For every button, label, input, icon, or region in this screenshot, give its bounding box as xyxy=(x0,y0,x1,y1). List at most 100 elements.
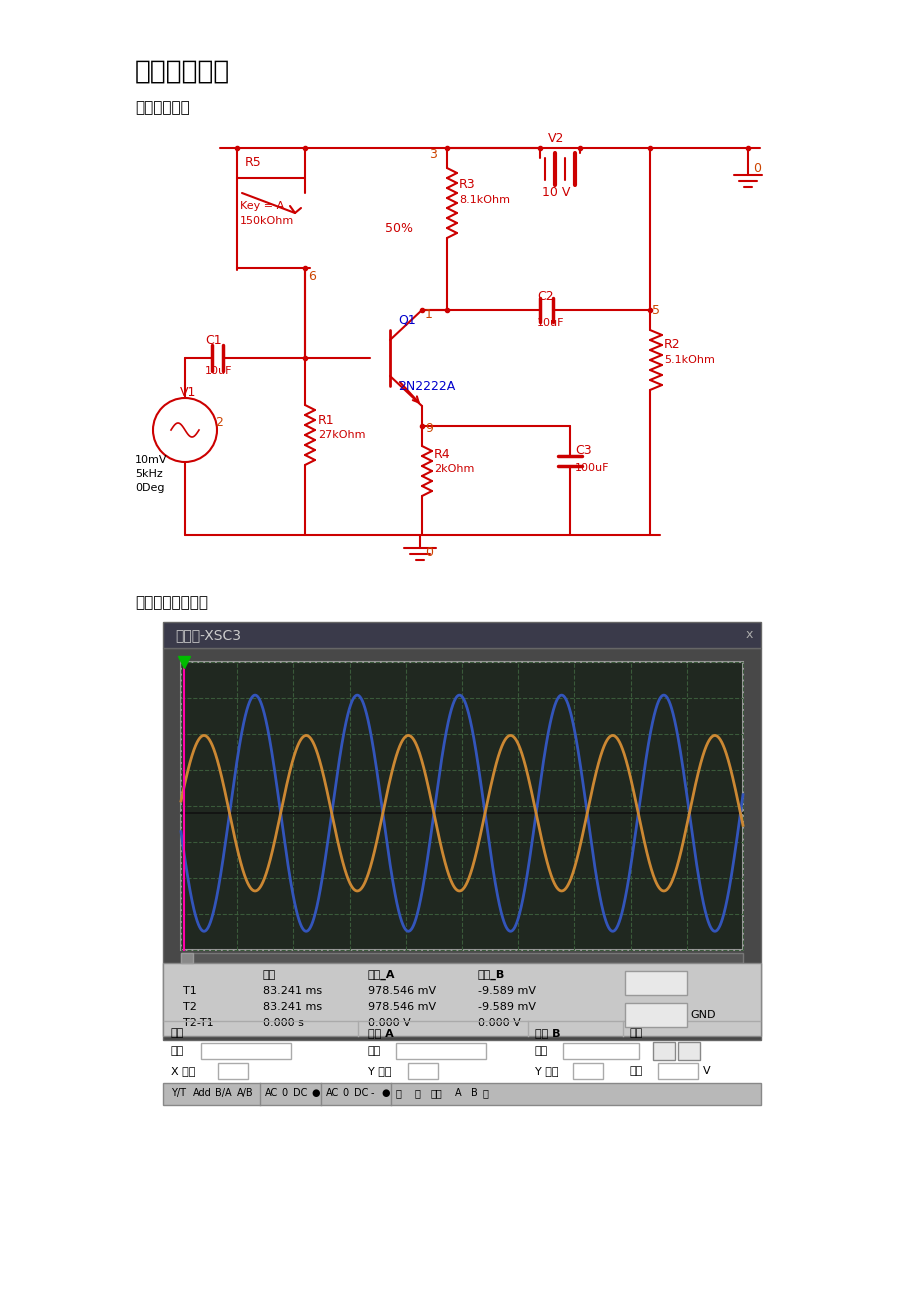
Text: 10 V: 10 V xyxy=(541,185,570,198)
Text: T2-T1: T2-T1 xyxy=(183,1018,213,1029)
Bar xyxy=(203,984,215,999)
Text: 0: 0 xyxy=(574,1066,582,1075)
Text: 0.000 V: 0.000 V xyxy=(478,1018,520,1029)
Text: 500 mV/Div: 500 mV/Div xyxy=(398,1046,462,1056)
Text: 8.1kOhm: 8.1kOhm xyxy=(459,195,509,204)
Text: 978.546 mV: 978.546 mV xyxy=(368,986,436,996)
Bar xyxy=(218,1062,248,1079)
Text: 0: 0 xyxy=(342,1088,347,1098)
Text: V1: V1 xyxy=(180,385,196,398)
Text: 水平: 水平 xyxy=(630,1066,642,1075)
Text: 饱和失真时波形：: 饱和失真时波形： xyxy=(135,595,208,611)
Text: 150kOhm: 150kOhm xyxy=(240,216,294,227)
Text: B/A: B/A xyxy=(215,1088,232,1098)
Text: 实验原理图：: 实验原理图： xyxy=(135,100,189,116)
Text: 0: 0 xyxy=(659,1066,666,1075)
Text: -9.589 mV: -9.589 mV xyxy=(478,986,536,996)
Text: 0.000 V: 0.000 V xyxy=(368,1018,410,1029)
Text: V2: V2 xyxy=(548,132,563,145)
Text: AC: AC xyxy=(265,1088,278,1098)
Text: R4: R4 xyxy=(434,448,450,461)
Text: 5.1kOhm: 5.1kOhm xyxy=(664,355,714,365)
Text: -9.589 mV: -9.589 mV xyxy=(478,1003,536,1012)
Text: 10mV: 10mV xyxy=(135,454,167,465)
Text: 50%: 50% xyxy=(384,221,413,234)
Text: 沿: 沿 xyxy=(630,1046,636,1056)
Text: 5: 5 xyxy=(652,303,659,316)
Text: 978.546 mV: 978.546 mV xyxy=(368,1003,436,1012)
Text: 刻度: 刻度 xyxy=(368,1046,380,1056)
Text: 10uF: 10uF xyxy=(537,318,564,328)
Text: DC: DC xyxy=(292,1088,307,1098)
Text: T2: T2 xyxy=(183,1003,197,1012)
Text: 刻度: 刻度 xyxy=(171,1046,184,1056)
Bar xyxy=(163,1083,760,1105)
Text: 0: 0 xyxy=(280,1088,287,1098)
Text: 83.241 ms: 83.241 ms xyxy=(263,1003,322,1012)
Bar xyxy=(657,1062,698,1079)
Text: 触发: 触发 xyxy=(630,1029,642,1038)
Text: x: x xyxy=(744,629,752,642)
Bar xyxy=(181,953,743,963)
Text: 时间: 时间 xyxy=(263,970,276,980)
Bar xyxy=(200,1043,290,1059)
Text: Y 位置: Y 位置 xyxy=(368,1066,391,1075)
Text: 2N2222A: 2N2222A xyxy=(398,379,455,392)
Text: AC: AC xyxy=(325,1088,339,1098)
Text: 0: 0 xyxy=(425,547,433,560)
Text: 5kHz: 5kHz xyxy=(135,469,163,479)
Bar xyxy=(181,661,743,950)
Text: 相反: 相反 xyxy=(648,976,663,990)
Text: 示波器-XSC3: 示波器-XSC3 xyxy=(175,628,241,642)
Text: ●: ● xyxy=(380,1088,389,1098)
Text: X 位置: X 位置 xyxy=(171,1066,195,1075)
Text: 通道_B: 通道_B xyxy=(478,970,505,980)
Bar xyxy=(217,984,229,999)
Text: 2: 2 xyxy=(215,415,222,428)
Text: 通道 B: 通道 B xyxy=(535,1029,560,1038)
Bar xyxy=(163,648,760,1040)
Text: 0.000 s: 0.000 s xyxy=(263,1018,303,1029)
Text: T1: T1 xyxy=(183,986,197,996)
Text: 0: 0 xyxy=(752,161,760,174)
Text: 0Deg: 0Deg xyxy=(135,483,165,493)
Text: A/B: A/B xyxy=(237,1088,254,1098)
Text: 100uF: 100uF xyxy=(574,464,608,473)
Text: 1: 1 xyxy=(425,307,433,320)
Text: 通道 A: 通道 A xyxy=(368,1029,393,1038)
Text: Add: Add xyxy=(193,1088,211,1098)
Text: 时基: 时基 xyxy=(171,1029,184,1038)
Bar xyxy=(624,1003,686,1027)
Text: 10uF: 10uF xyxy=(205,366,233,376)
Bar xyxy=(562,1043,639,1059)
Text: R5: R5 xyxy=(244,155,262,168)
Text: 6: 6 xyxy=(308,270,315,283)
Text: 3: 3 xyxy=(428,148,437,161)
Text: Y 位置: Y 位置 xyxy=(535,1066,558,1075)
Text: 83.241 ms: 83.241 ms xyxy=(263,986,322,996)
Text: GND: GND xyxy=(689,1010,715,1019)
Bar xyxy=(203,1000,215,1014)
Text: Key = A: Key = A xyxy=(240,201,284,211)
Text: 100 桩/Div: 100 桩/Div xyxy=(203,1046,255,1056)
Text: f: f xyxy=(653,1046,658,1056)
Text: 外: 外 xyxy=(482,1088,488,1098)
Text: DC: DC xyxy=(354,1088,368,1098)
Text: 10 mV/Div: 10 mV/Div xyxy=(564,1046,622,1056)
Text: 2kOhm: 2kOhm xyxy=(434,464,474,474)
Text: R1: R1 xyxy=(318,414,335,427)
Text: A: A xyxy=(455,1088,461,1098)
Text: 自动: 自动 xyxy=(430,1088,442,1098)
Text: -: - xyxy=(370,1088,374,1098)
Text: Y/T: Y/T xyxy=(171,1088,186,1098)
Bar xyxy=(573,1062,602,1079)
Text: 刻度: 刻度 xyxy=(535,1046,548,1056)
Text: 通道_A: 通道_A xyxy=(368,970,395,980)
Text: 飞: 飞 xyxy=(678,1046,685,1056)
Bar xyxy=(395,1043,485,1059)
Text: R3: R3 xyxy=(459,178,475,191)
Bar xyxy=(217,1000,229,1014)
Bar xyxy=(163,622,760,648)
Bar xyxy=(181,661,743,950)
Text: V: V xyxy=(702,1066,709,1075)
